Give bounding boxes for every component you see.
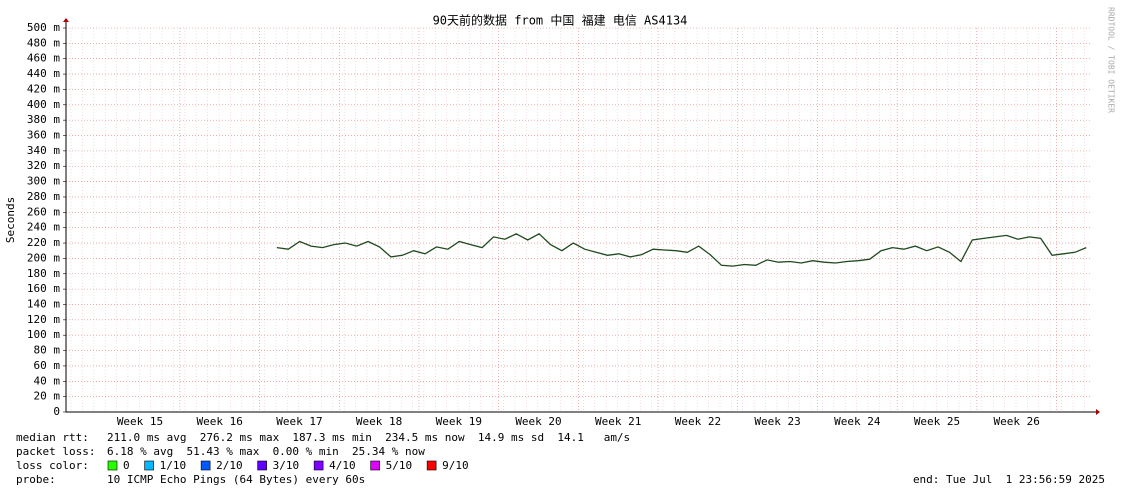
probe-text: 10 ICMP Echo Pings (64 Bytes) every 60s [107,473,365,486]
x-tick-label: Week 21 [595,415,641,428]
stat-values: 6.18 % avg 51.43 % max 0.00 % min 25.34 … [107,445,425,458]
axis-arrow [63,18,69,22]
x-tick-label: Week 20 [515,415,561,428]
legend-swatch [200,460,211,471]
y-tick-label: 340 m [27,144,60,157]
stat-values: 211.0 ms avg 276.2 ms max 187.3 ms min 2… [107,431,630,444]
y-tick-label: 500 m [27,21,60,34]
legend-label: 4/10 [329,459,356,472]
y-tick-label: 220 m [27,236,60,249]
watermark: RRDTOOL / TOBI OETIKER [1107,7,1116,113]
axis-arrow [1096,409,1100,415]
legend-swatch [370,460,380,471]
legend-label: 1/10 [160,459,187,472]
x-tick-label: Week 17 [276,415,322,428]
x-tick-label: Week 15 [117,415,163,428]
x-tick-label: Week 23 [754,415,800,428]
legend-swatch [107,460,118,471]
stat-label: packet loss: [16,445,95,458]
x-tick-label: Week 16 [197,415,243,428]
legend-swatch [313,460,324,471]
x-tick-label: Week 25 [914,415,960,428]
probe-label: probe: [16,473,56,486]
legend-label: 3/10 [273,459,300,472]
stat-label: median rtt: [16,431,89,444]
y-tick-label: 320 m [27,159,60,172]
y-tick-label: 180 m [27,267,60,280]
y-tick-label: 0 [53,405,60,418]
y-tick-label: 160 m [27,282,60,295]
y-axis-label: Seconds [4,197,17,243]
y-tick-label: 460 m [27,52,60,65]
legend-label: 2/10 [216,459,243,472]
y-tick-label: 380 m [27,113,60,126]
legend-swatch [426,460,437,471]
series-line [276,233,1087,267]
y-tick-label: 20 m [34,390,61,403]
y-tick-label: 200 m [27,251,60,264]
y-tick-label: 300 m [27,175,60,188]
y-tick-label: 100 m [27,328,60,341]
y-tick-label: 40 m [34,374,61,387]
y-tick-label: 120 m [27,313,60,326]
x-tick-label: Week 22 [675,415,721,428]
x-tick-label: Week 26 [994,415,1040,428]
y-tick-label: 140 m [27,297,60,310]
legend-label: 5/10 [386,459,413,472]
legend-label: 9/10 [442,459,469,472]
y-tick-label: 240 m [27,221,60,234]
y-tick-label: 440 m [27,67,60,80]
y-tick-label: 480 m [27,36,60,49]
x-tick-label: Week 19 [436,415,482,428]
end-time: end: Tue Jul 1 23:56:59 2025 [913,473,1105,486]
x-tick-label: Week 24 [834,415,881,428]
y-tick-label: 400 m [27,98,60,111]
y-tick-label: 60 m [34,359,61,372]
chart-title: 90天前的数据 from 中国 福建 电信 AS4134 [433,13,688,28]
loss-legend-label: loss color: [16,459,89,472]
legend-swatch [257,460,267,471]
y-tick-label: 420 m [27,82,60,95]
x-tick-label: Week 18 [356,415,402,428]
y-tick-label: 280 m [27,190,60,203]
y-tick-label: 260 m [27,205,60,218]
legend-label: 0 [123,459,130,472]
y-tick-label: 360 m [27,129,60,142]
legend-swatch [144,460,154,471]
y-tick-label: 80 m [34,344,61,357]
